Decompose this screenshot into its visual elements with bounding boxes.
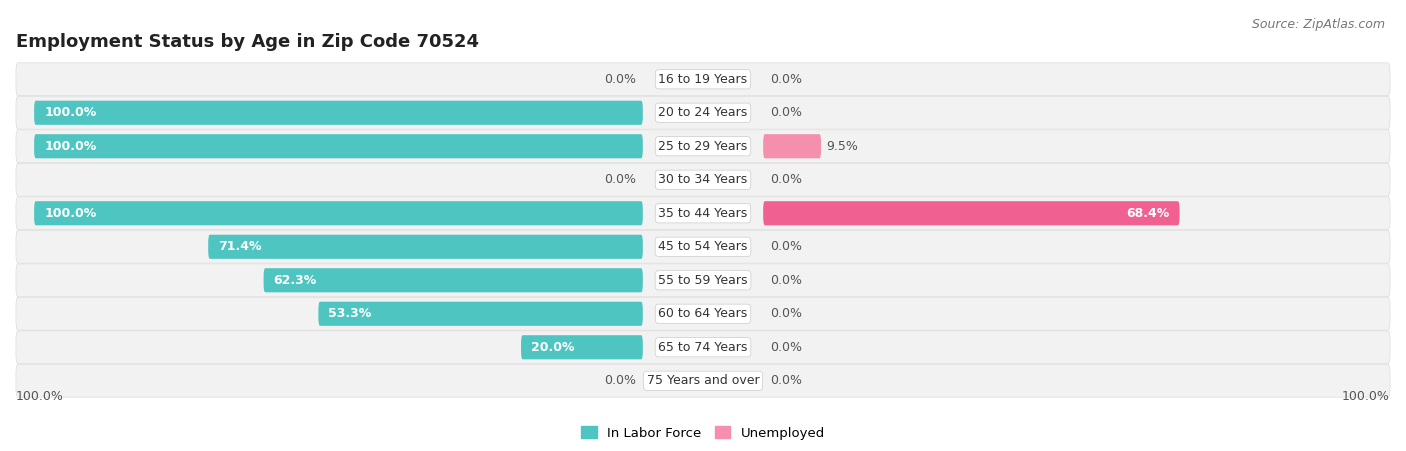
FancyBboxPatch shape bbox=[15, 63, 1391, 96]
Text: 0.0%: 0.0% bbox=[770, 106, 801, 119]
FancyBboxPatch shape bbox=[522, 335, 643, 359]
FancyBboxPatch shape bbox=[34, 101, 643, 125]
FancyBboxPatch shape bbox=[15, 230, 1391, 263]
FancyBboxPatch shape bbox=[15, 364, 1391, 397]
Text: Source: ZipAtlas.com: Source: ZipAtlas.com bbox=[1251, 18, 1385, 31]
Text: 71.4%: 71.4% bbox=[218, 240, 262, 253]
FancyBboxPatch shape bbox=[34, 201, 643, 226]
Text: 0.0%: 0.0% bbox=[605, 374, 636, 387]
FancyBboxPatch shape bbox=[34, 134, 643, 158]
Text: 100.0%: 100.0% bbox=[1343, 390, 1391, 403]
Text: 0.0%: 0.0% bbox=[605, 173, 636, 186]
Text: 100.0%: 100.0% bbox=[44, 140, 97, 153]
Text: 75 Years and over: 75 Years and over bbox=[647, 374, 759, 387]
FancyBboxPatch shape bbox=[208, 235, 643, 259]
Text: 25 to 29 Years: 25 to 29 Years bbox=[658, 140, 748, 153]
Text: 100.0%: 100.0% bbox=[15, 390, 63, 403]
FancyBboxPatch shape bbox=[15, 97, 1391, 129]
FancyBboxPatch shape bbox=[263, 268, 643, 292]
Text: 20 to 24 Years: 20 to 24 Years bbox=[658, 106, 748, 119]
Text: 60 to 64 Years: 60 to 64 Years bbox=[658, 307, 748, 320]
Text: 0.0%: 0.0% bbox=[770, 307, 801, 320]
Text: Employment Status by Age in Zip Code 70524: Employment Status by Age in Zip Code 705… bbox=[15, 33, 479, 51]
Text: 0.0%: 0.0% bbox=[770, 240, 801, 253]
Text: 55 to 59 Years: 55 to 59 Years bbox=[658, 274, 748, 287]
FancyBboxPatch shape bbox=[763, 134, 821, 158]
Text: 65 to 74 Years: 65 to 74 Years bbox=[658, 341, 748, 354]
Text: 0.0%: 0.0% bbox=[770, 73, 801, 86]
Text: 0.0%: 0.0% bbox=[770, 374, 801, 387]
Text: 9.5%: 9.5% bbox=[827, 140, 858, 153]
Text: 100.0%: 100.0% bbox=[44, 106, 97, 119]
Text: 45 to 54 Years: 45 to 54 Years bbox=[658, 240, 748, 253]
Text: 0.0%: 0.0% bbox=[605, 73, 636, 86]
FancyBboxPatch shape bbox=[15, 264, 1391, 297]
Text: 68.4%: 68.4% bbox=[1126, 207, 1170, 220]
FancyBboxPatch shape bbox=[15, 297, 1391, 330]
Text: 0.0%: 0.0% bbox=[770, 341, 801, 354]
Text: 20.0%: 20.0% bbox=[531, 341, 575, 354]
Text: 53.3%: 53.3% bbox=[329, 307, 371, 320]
Text: 100.0%: 100.0% bbox=[44, 207, 97, 220]
Text: 35 to 44 Years: 35 to 44 Years bbox=[658, 207, 748, 220]
FancyBboxPatch shape bbox=[15, 197, 1391, 230]
FancyBboxPatch shape bbox=[763, 201, 1180, 226]
Text: 16 to 19 Years: 16 to 19 Years bbox=[658, 73, 748, 86]
Text: 62.3%: 62.3% bbox=[274, 274, 316, 287]
Text: 0.0%: 0.0% bbox=[770, 274, 801, 287]
FancyBboxPatch shape bbox=[15, 130, 1391, 163]
Legend: In Labor Force, Unemployed: In Labor Force, Unemployed bbox=[575, 421, 831, 445]
Text: 0.0%: 0.0% bbox=[770, 173, 801, 186]
Text: 30 to 34 Years: 30 to 34 Years bbox=[658, 173, 748, 186]
FancyBboxPatch shape bbox=[15, 163, 1391, 196]
FancyBboxPatch shape bbox=[318, 302, 643, 326]
FancyBboxPatch shape bbox=[15, 331, 1391, 364]
